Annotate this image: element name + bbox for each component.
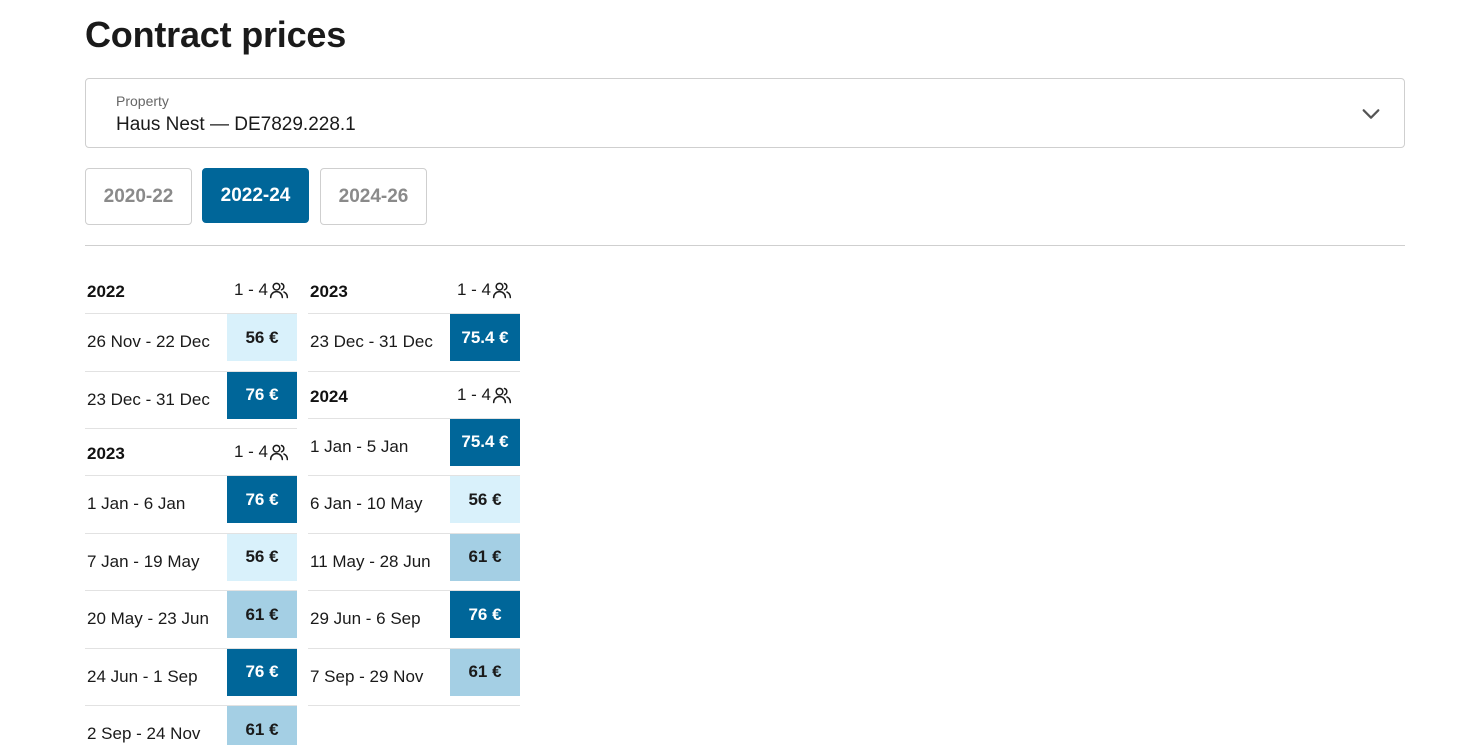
price-cell: 76 € [227, 476, 297, 523]
date-range: 29 Jun - 6 Sep [310, 609, 421, 629]
occupancy: 1 - 4 [234, 280, 289, 300]
price-cell: 61 € [450, 533, 520, 581]
date-range: 7 Jan - 19 May [87, 551, 200, 571]
price-cell: 61 € [450, 648, 520, 696]
date-range: 6 Jan - 10 May [310, 494, 423, 514]
price-row: 11 May - 28 Jun 61 € [308, 533, 520, 591]
guests-icon [268, 442, 289, 462]
tab-2024-26[interactable]: 2024-26 [320, 168, 427, 225]
occupancy-range: 1 - 4 [233, 442, 268, 461]
price-cell: 61 € [227, 591, 297, 638]
price-column-2: 2023 1 - 4 23 Dec - 31 Dec 75.4 € 2024 1 - 4 1… [308, 267, 520, 706]
date-range: 24 Jun - 1 Sep [87, 666, 198, 686]
year-label: 2024 [310, 386, 348, 406]
year-header: 2023 1 - 4 [85, 429, 297, 476]
occupancy: 1 - 4 [457, 385, 512, 405]
date-range: 7 Sep - 29 Nov [310, 666, 424, 686]
property-value: Haus Nest — DE7829.228.1 [116, 114, 356, 135]
price-cell: 75.4 € [450, 418, 520, 466]
property-select[interactable]: Property Haus Nest — DE7829.228.1 [85, 78, 1405, 148]
price-cell: 76 € [450, 591, 520, 638]
price-row: 1 Jan - 6 Jan 76 € [85, 476, 297, 534]
price-row: 24 Jun - 1 Sep 76 € [85, 648, 297, 706]
year-header: 2024 1 - 4 [308, 372, 520, 419]
price-row: 1 Jan - 5 Jan 75.4 € [308, 418, 520, 476]
date-range: 20 May - 23 Jun [87, 609, 209, 629]
date-range: 23 Dec - 31 Dec [87, 389, 210, 409]
price-row: 2 Sep - 24 Nov 61 € [85, 706, 297, 745]
tab-2022-24[interactable]: 2022-24 [202, 168, 309, 223]
date-range: 23 Dec - 31 Dec [310, 332, 433, 352]
price-cell: 76 € [227, 371, 297, 419]
price-column-1: 2022 1 - 4 26 Nov - 22 Dec 56 € 23 Dec - 31 … [85, 267, 297, 745]
price-row: 20 May - 23 Jun 61 € [85, 591, 297, 649]
guests-icon [491, 385, 512, 405]
price-row: 23 Dec - 31 Dec 76 € [85, 371, 297, 429]
occupancy-range: 1 - 4 [456, 280, 491, 299]
date-range: 26 Nov - 22 Dec [87, 332, 210, 352]
guests-icon [491, 280, 512, 300]
date-range: 11 May - 28 Jun [310, 551, 431, 571]
price-cell: 56 € [227, 533, 297, 581]
tab-2020-22[interactable]: 2020-22 [85, 168, 192, 225]
price-cell: 56 € [227, 314, 297, 361]
year-label: 2022 [87, 282, 125, 301]
price-row: 6 Jan - 10 May 56 € [308, 476, 520, 534]
price-cell: 56 € [450, 476, 520, 523]
year-label: 2023 [310, 282, 348, 301]
price-cell: 75.4 € [450, 314, 520, 361]
price-row: 7 Jan - 19 May 56 € [85, 533, 297, 591]
price-row: 26 Nov - 22 Dec 56 € [85, 314, 297, 372]
price-cell: 76 € [227, 648, 297, 696]
price-row: 23 Dec - 31 Dec 75.4 € [308, 314, 520, 372]
chevron-down-icon[interactable] [1360, 103, 1382, 125]
divider [85, 245, 1405, 246]
year-header: 2023 1 - 4 [308, 267, 520, 314]
date-range: 1 Jan - 5 Jan [310, 436, 409, 456]
price-row: 7 Sep - 29 Nov 61 € [308, 648, 520, 706]
occupancy-range: 1 - 4 [456, 384, 491, 404]
page-title: Contract prices [85, 14, 347, 55]
price-row: 29 Jun - 6 Sep 76 € [308, 591, 520, 649]
date-range: 2 Sep - 24 Nov [87, 724, 201, 744]
occupancy: 1 - 4 [457, 280, 512, 300]
occupancy: 1 - 4 [234, 442, 289, 462]
guests-icon [268, 280, 289, 300]
occupancy-range: 1 - 4 [233, 280, 268, 299]
price-cell: 61 € [227, 706, 297, 745]
date-range: 1 Jan - 6 Jan [87, 494, 186, 514]
year-label: 2023 [87, 444, 125, 463]
year-header: 2022 1 - 4 [85, 267, 297, 314]
property-label: Property [116, 93, 169, 109]
